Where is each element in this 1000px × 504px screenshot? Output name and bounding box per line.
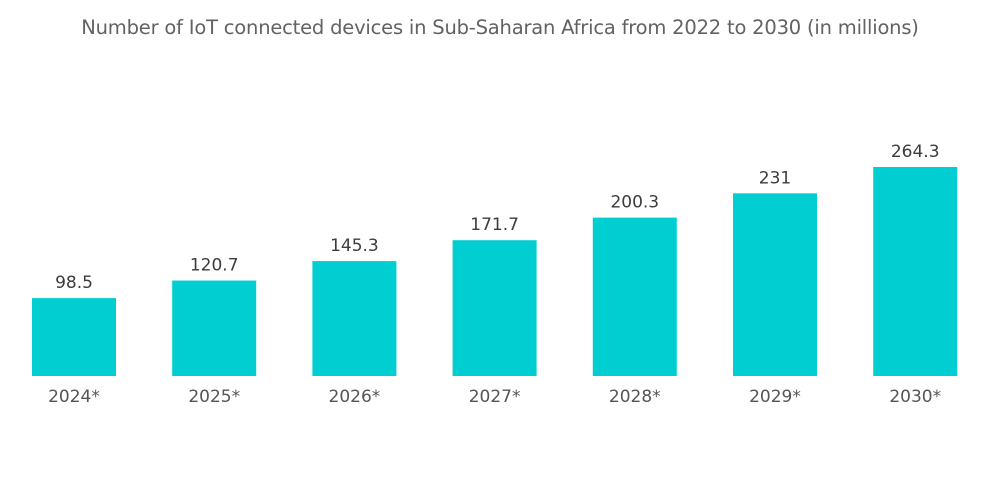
bar-2029 [733,193,817,376]
bar-2027 [452,240,537,376]
x-tick-label: 2024* [48,387,100,407]
x-tick-label: 2025* [188,387,240,407]
value-label: 200.3 [610,193,659,213]
bar-2025 [172,280,257,376]
value-label: 231 [759,168,791,188]
x-tick-label: 2029* [749,387,801,407]
x-tick-label: 2026* [329,387,381,407]
value-label: 171.7 [470,215,519,235]
bar-2024 [32,298,116,376]
bar-2028 [592,217,677,376]
bar-2030 [873,167,958,376]
value-label: 264.3 [891,142,940,162]
bar-2026 [312,261,397,376]
value-label: 98.5 [55,273,93,293]
value-label: 120.7 [190,256,239,276]
x-tick-label: 2030* [889,387,941,407]
chart-title: Number of IoT connected devices in Sub-S… [81,16,919,39]
x-tick-label: 2028* [609,387,661,407]
x-tick-label: 2027* [469,387,521,407]
value-label: 145.3 [330,236,379,256]
